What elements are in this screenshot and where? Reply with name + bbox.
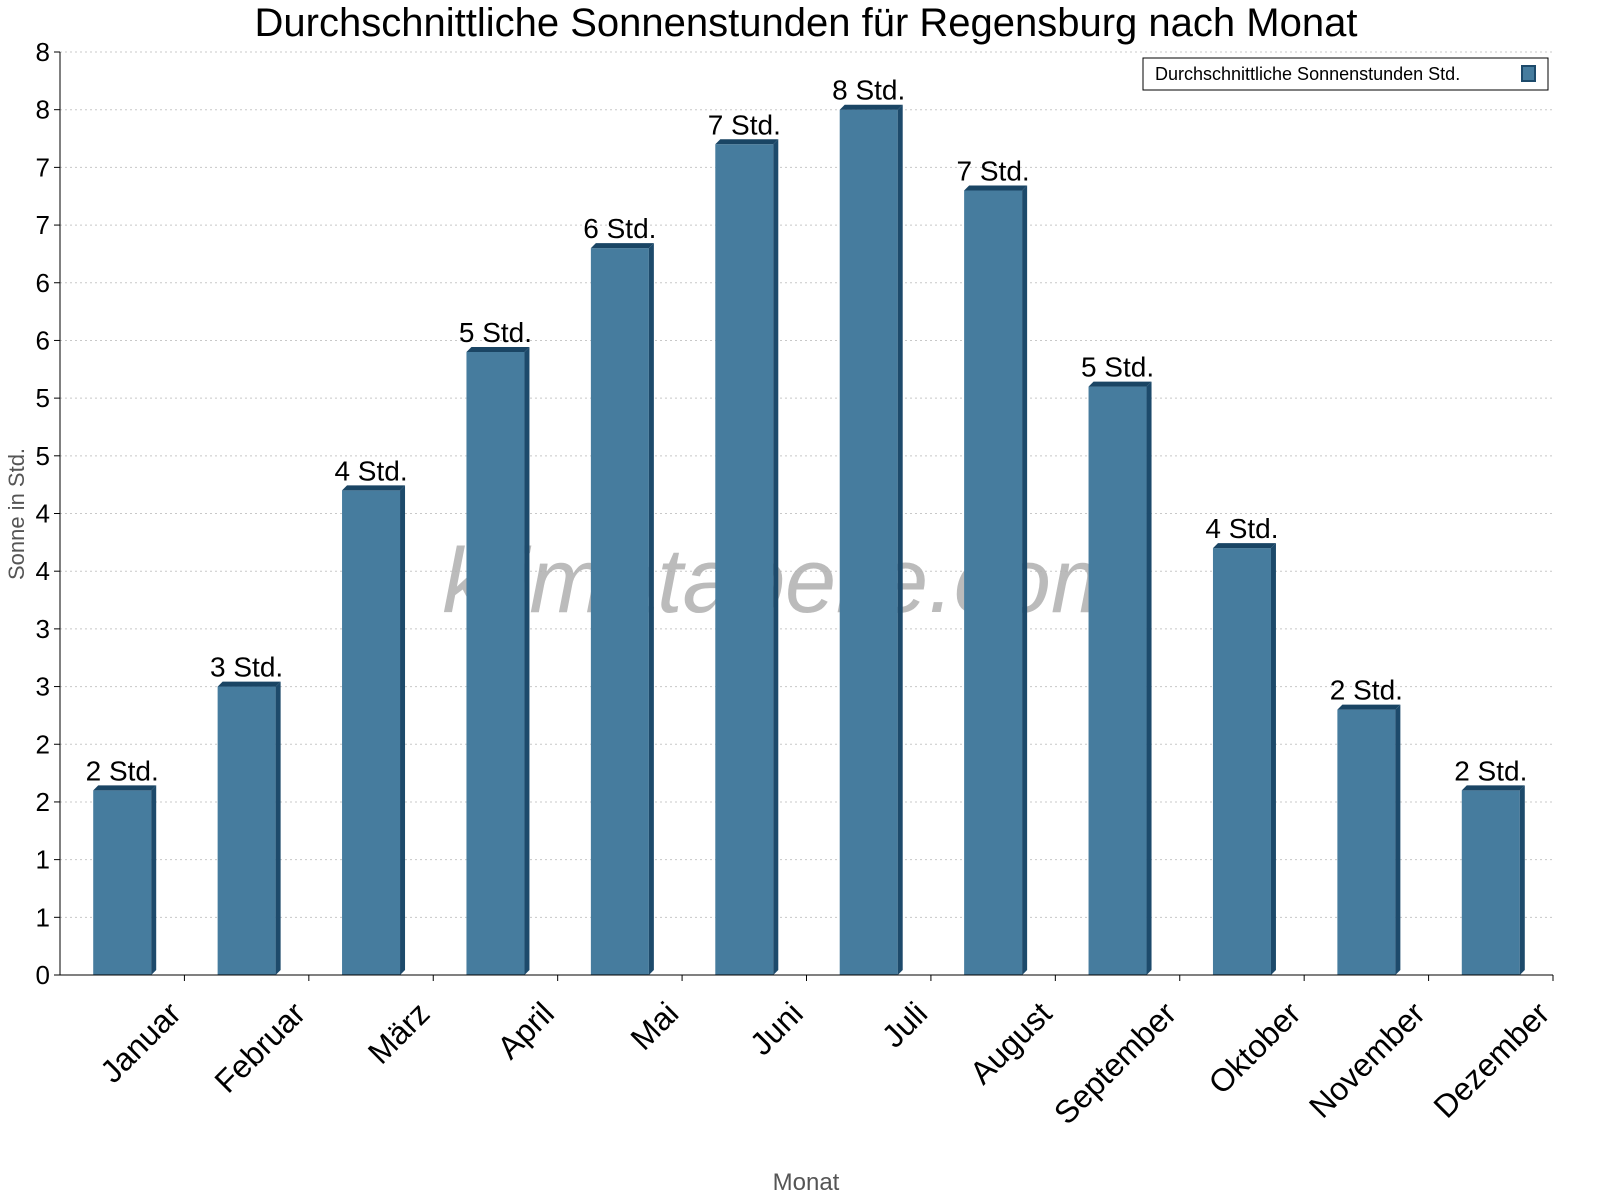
bar-front [217, 686, 276, 975]
y-tick-label: 5 [36, 441, 50, 471]
bar-top [590, 243, 654, 249]
data-label: 5 Std. [1081, 352, 1154, 383]
bar-Mai: 6 Std. [583, 213, 656, 975]
bar-top [839, 104, 903, 110]
data-label: 2 Std. [86, 755, 159, 786]
bar-front [715, 144, 774, 976]
x-tick-label: Dezember [1426, 995, 1556, 1125]
bar-November: 2 Std. [1330, 675, 1403, 975]
bar-side [897, 104, 903, 975]
y-tick-label: 0 [36, 960, 50, 990]
bar-side [1022, 185, 1028, 975]
y-tick-label: 4 [36, 499, 50, 529]
y-tick-label: 3 [36, 672, 50, 702]
data-label: 4 Std. [1205, 513, 1278, 544]
bars: 2 Std. 3 Std. 4 Std. 5 Std. 6 Std. 7 Std. 8 St… [86, 75, 1527, 976]
x-tick-label: Januar [93, 995, 188, 1090]
x-tick-label: Juli [875, 995, 934, 1054]
y-tick-label: 5 [36, 383, 50, 413]
bar-top [1337, 704, 1401, 710]
bar-front [839, 109, 898, 975]
chart-title: Durchschnittliche Sonnenstunden für Rege… [255, 1, 1358, 45]
x-tick-label: Februar [207, 995, 312, 1100]
x-tick-label: November [1302, 995, 1432, 1125]
bar-Dezember: 2 Std. [1454, 755, 1527, 975]
bar-April: 5 Std. [459, 317, 532, 976]
data-label: 2 Std. [1330, 675, 1403, 706]
data-label: 4 Std. [334, 455, 407, 486]
x-tick-label: Oktober [1202, 995, 1308, 1101]
x-axis-title: Monat [773, 1169, 840, 1196]
bar-top [93, 785, 157, 791]
bar-front [590, 248, 649, 975]
x-tick-label: März [361, 995, 437, 1071]
data-label: 7 Std. [957, 155, 1030, 186]
x-tick-label: Mai [623, 995, 685, 1057]
data-label: 2 Std. [1454, 755, 1527, 786]
data-label: 7 Std. [708, 109, 781, 140]
bar-top [1212, 543, 1276, 549]
data-label: 8 Std. [832, 75, 905, 106]
y-tick-label: 3 [36, 614, 50, 644]
data-label: 3 Std. [210, 652, 283, 683]
bar-top [964, 185, 1028, 191]
y-tick-label: 8 [36, 95, 50, 125]
bar-top [1088, 381, 1152, 387]
bar-top [1461, 785, 1525, 791]
bar-Juni: 7 Std. [708, 109, 781, 976]
legend-swatch [1521, 65, 1536, 82]
y-tick-label: 1 [36, 845, 50, 875]
y-axis-title: Sonne in Std. [4, 448, 29, 580]
bar-side [400, 485, 406, 975]
bar-Februar: 3 Std. [210, 652, 283, 975]
bar-side [275, 681, 281, 975]
bar-front [1212, 548, 1271, 975]
y-tick-label: 4 [36, 556, 50, 586]
bar-front [466, 351, 525, 976]
bar-März: 4 Std. [334, 455, 408, 975]
x-tick-label: April [490, 995, 561, 1066]
bar-side [773, 139, 779, 976]
y-tick-label: 8 [36, 37, 50, 67]
bar-top [715, 139, 779, 145]
legend-label: Durchschnittliche Sonnenstunden Std. [1155, 64, 1460, 84]
x-tick-label: August [963, 995, 1059, 1091]
bar-September: 5 Std. [1081, 352, 1154, 975]
y-tick-label: 2 [36, 787, 50, 817]
bar-front [964, 190, 1023, 975]
y-tick-label: 6 [36, 325, 50, 355]
y-tick-label: 6 [36, 268, 50, 298]
data-label: 5 Std. [459, 317, 532, 348]
bar-side [524, 346, 530, 976]
bar-front [1337, 709, 1396, 975]
bar-front [1461, 790, 1520, 975]
bar-front [1088, 386, 1147, 975]
bar-side [648, 243, 654, 975]
data-label: 6 Std. [583, 213, 656, 244]
grid [60, 51, 1553, 918]
y-tick-label: 1 [36, 902, 50, 932]
y-tick-label: 2 [36, 729, 50, 759]
bar-Januar: 2 Std. [86, 755, 159, 975]
bar-side [1146, 381, 1152, 975]
bar-top [466, 346, 530, 352]
y-tick-label: 7 [36, 152, 50, 182]
bar-Oktober: 4 Std. [1205, 513, 1279, 975]
bar-side [1270, 543, 1276, 975]
bar-Juli: 8 Std. [832, 75, 905, 975]
bar-side [1519, 785, 1525, 975]
bar-top [342, 485, 406, 491]
x-tick-label: Juni [743, 995, 810, 1062]
x-tick-label: September [1047, 995, 1183, 1131]
bar-front [93, 790, 152, 975]
y-tick-label: 7 [36, 210, 50, 240]
bar-side [1395, 704, 1401, 975]
legend: Durchschnittliche Sonnenstunden Std. [1142, 57, 1549, 91]
bar-side [151, 785, 157, 975]
bar-August: 7 Std. [957, 155, 1030, 975]
bar-front [342, 490, 401, 975]
bar-top [217, 681, 281, 687]
